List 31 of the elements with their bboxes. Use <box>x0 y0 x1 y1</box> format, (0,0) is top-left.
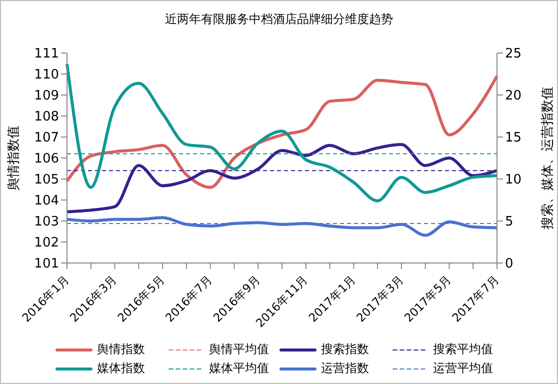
y-tick-label: 106 <box>34 152 59 167</box>
legend-label: 运营平均值 <box>433 360 493 377</box>
line-series <box>66 74 498 189</box>
legend-label: 舆情平均值 <box>209 341 269 358</box>
legend-label: 搜索指数 <box>321 341 369 358</box>
y-tick-label: 111 <box>34 46 59 62</box>
y-tick-label: 110 <box>34 68 59 83</box>
line-series <box>66 62 498 202</box>
legend-label: 媒体平均值 <box>209 360 269 377</box>
y2-tick-label: 10 <box>505 172 522 188</box>
y-tick-label: 107 <box>34 130 59 146</box>
y-tick-label: 101 <box>34 256 59 272</box>
legend-label: 搜索平均值 <box>433 341 493 358</box>
y2-tick-label: 20 <box>505 88 522 104</box>
line-series <box>66 216 498 237</box>
y-tick-label: 109 <box>34 88 59 104</box>
y-tick-label: 108 <box>34 110 59 125</box>
legend-label: 运营指数 <box>321 360 369 377</box>
y-tick-label: 103 <box>34 214 59 230</box>
y2-axis-title: 搜索、媒体、运营指数值 <box>540 86 556 230</box>
y2-tick-label: 5 <box>505 214 514 230</box>
y-tick-label: 105 <box>34 172 59 188</box>
legend-label: 媒体指数 <box>97 360 145 377</box>
chart-title: 近两年有限服务中档酒店品牌细分维度趋势 <box>164 11 394 28</box>
y2-tick-label: 0 <box>505 256 514 272</box>
legend-label: 舆情指数 <box>97 341 145 358</box>
y2-tick-label: 25 <box>505 46 522 62</box>
y-tick-label: 102 <box>34 236 59 251</box>
y-axis-title: 舆情指数值 <box>6 126 22 190</box>
y-tick-label: 104 <box>34 194 59 209</box>
y2-tick-label: 15 <box>505 130 522 146</box>
